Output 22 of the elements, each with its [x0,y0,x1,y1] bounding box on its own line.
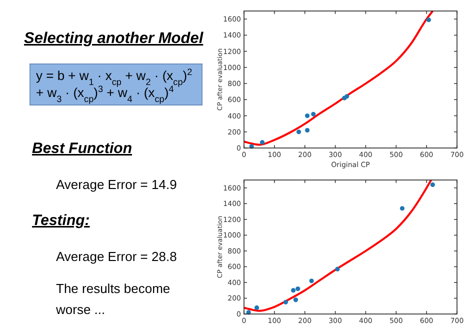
text: The results become worse ... [55,281,170,317]
point [260,140,265,145]
point [304,128,310,133]
point [304,113,310,118]
point [293,298,298,302]
point [283,300,288,304]
point [335,266,340,272]
text: Best Function [32,140,132,157]
point [311,112,316,116]
point [290,288,296,293]
text: Average Error = 14.9 [56,177,177,192]
point [426,18,431,22]
point [296,130,302,134]
point [309,278,314,284]
point [400,206,405,211]
text: Testing: [32,212,90,229]
point [254,305,260,310]
point [296,286,300,292]
point [344,94,350,99]
text: Selecting another Model [24,30,204,47]
point [430,182,435,188]
text: Average Error = 28.8 [56,249,177,264]
